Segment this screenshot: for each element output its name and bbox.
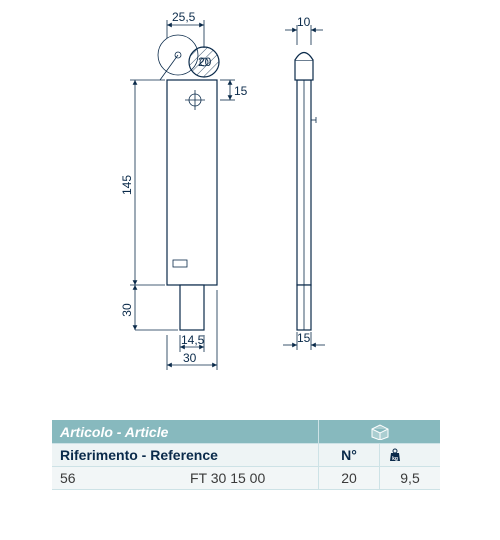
dim-30h: 30 [120, 303, 134, 317]
page: 25,5 20 15 145 30 14,5 30 [0, 0, 500, 540]
table-subheader-row: Riferimento - Reference N° kg [52, 444, 440, 467]
side-view: 10 15 [283, 15, 325, 350]
cell-weight: 9,5 [380, 467, 441, 490]
dim-20: 20 [198, 55, 212, 69]
subheader-weight-icon: kg [380, 444, 441, 467]
cell-n: 20 [319, 467, 380, 490]
table-row: 56 FT 30 15 00 20 9,5 [52, 467, 440, 490]
cell-ref1: 56 [52, 467, 182, 490]
subheader-reference: Riferimento - Reference [52, 444, 319, 467]
dim-14-5: 14,5 [181, 333, 205, 347]
article-table: Articolo - Article Riferimento - Referen… [52, 420, 440, 490]
dim-15v: 15 [234, 84, 248, 98]
technical-drawing: 25,5 20 15 145 30 14,5 30 [0, 0, 500, 410]
dim-10: 10 [297, 15, 311, 29]
dim-30w: 30 [183, 351, 197, 365]
dim-145: 145 [120, 175, 134, 195]
cell-ref2: FT 30 15 00 [182, 467, 319, 490]
table-header-row: Articolo - Article [52, 420, 440, 444]
front-view: 25,5 20 15 145 30 14,5 30 [120, 10, 248, 370]
dim-15b: 15 [297, 331, 311, 345]
dim-25-5: 25,5 [172, 10, 196, 24]
svg-text:kg: kg [392, 456, 398, 462]
subheader-n: N° [319, 444, 380, 467]
header-box-icon [319, 420, 441, 444]
header-article: Articolo - Article [52, 420, 319, 444]
